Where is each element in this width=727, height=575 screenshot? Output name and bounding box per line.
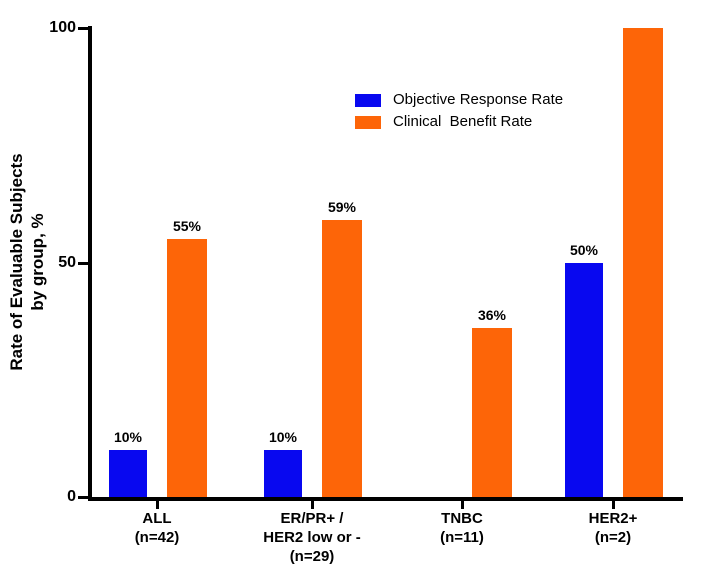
legend-label: Objective Response Rate [393, 91, 564, 108]
legend-label: Clinical Benefit Rate [393, 113, 533, 130]
x-tick [156, 501, 159, 509]
x-category-label-line: HER2+ [588, 510, 638, 527]
y-tick-label: 0 [67, 488, 76, 505]
bar-value-label: 55% [172, 218, 202, 235]
x-category-label-line: (n=29) [289, 548, 335, 565]
bar-value-label: 10% [113, 429, 143, 446]
bar-cbr-group-2 [472, 328, 512, 497]
x-axis-line [88, 497, 683, 501]
y-tick [78, 27, 88, 30]
legend-item: Clinical Benefit Rate [355, 111, 563, 133]
x-category-label-line: ALL [142, 510, 172, 527]
x-tick [311, 501, 314, 509]
bar-value-label: 36% [477, 307, 507, 324]
x-category-label: HER2+ (n=2) [533, 509, 693, 547]
y-axis-line [88, 26, 92, 501]
bar-cbr-group-3 [623, 28, 663, 497]
y-axis-title-line-1: Rate of Evaluable Subjects [7, 153, 26, 371]
legend: Objective Response Rate Clinical Benefit … [355, 89, 563, 133]
x-category-label-line: (n=11) [440, 529, 484, 546]
bar-cbr-group-0 [167, 239, 207, 497]
x-category-label-line: (n=42) [134, 529, 180, 546]
legend-swatch-objective-response-rate [355, 93, 381, 107]
x-category-label-line: HER2 low or - [263, 529, 361, 546]
x-category-label-line: (n=2) [594, 529, 632, 546]
x-tick [461, 501, 464, 509]
bar-value-label: 50% [569, 241, 599, 258]
x-tick [612, 501, 615, 509]
y-tick-label: 100 [49, 19, 76, 36]
x-category-label-line: TNBC [441, 510, 483, 527]
y-tick [78, 261, 88, 265]
y-tick-label: 50 [58, 253, 76, 271]
bar-cbr-group-1 [322, 220, 362, 497]
x-category-label: TNBC (n=11) [382, 509, 542, 547]
x-category-label: ER/PR+ / HER2 low or - (n=29) [232, 509, 392, 566]
bar-orr-group-1 [264, 450, 302, 497]
legend-swatch-clinical-benefit-rate [355, 115, 381, 129]
bar-orr-group-3 [565, 262, 603, 497]
x-category-label: ALL (n=42) [77, 509, 237, 547]
bar-value-label: 10% [268, 429, 298, 446]
x-category-label-line: ER/PR+ / [280, 510, 344, 527]
y-tick [78, 496, 88, 499]
bar-value-label: 59% [327, 199, 357, 216]
legend-item: Objective Response Rate [355, 89, 563, 111]
bar-orr-group-0 [109, 450, 147, 497]
